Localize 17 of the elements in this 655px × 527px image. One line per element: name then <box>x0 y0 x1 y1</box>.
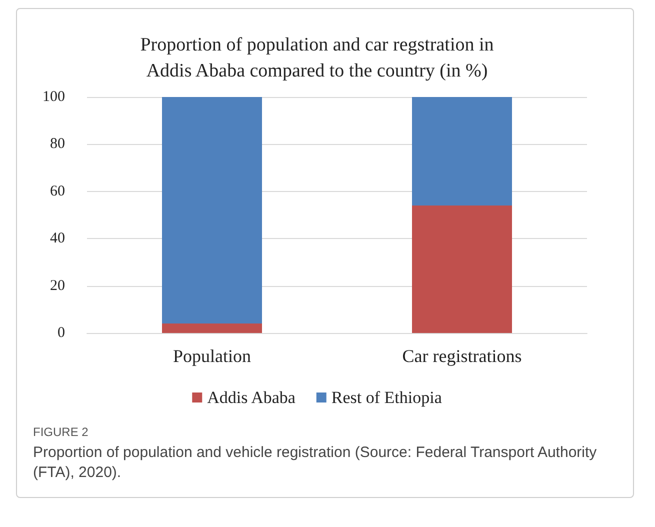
y-tick-label: 100 <box>42 89 65 105</box>
legend-label: Rest of Ethiopia <box>331 388 442 407</box>
caption: FIGURE 2 <box>33 425 90 439</box>
x-tick-label: Population <box>172 346 252 366</box>
bar <box>162 324 262 333</box>
x-tick-label: Car registrations <box>402 346 522 366</box>
bar <box>162 97 262 324</box>
bar <box>412 97 512 206</box>
y-tick-label: 0 <box>58 325 65 341</box>
legend-label: Addis Ababa <box>207 388 296 407</box>
bar <box>412 206 512 333</box>
y-tick-label: 20 <box>50 278 65 294</box>
y-tick-label: 40 <box>50 230 65 247</box>
y-tick-label: 80 <box>50 136 65 152</box>
text: Proportion of population and vehicle registration (Source: Federal Transport Authority (FTA), 2020). <box>33 443 598 483</box>
chart-title: Proportion of population and car regstration in Addis Ababa compared to the country (in %) <box>140 34 494 82</box>
y-tick-label: 60 <box>50 183 65 200</box>
